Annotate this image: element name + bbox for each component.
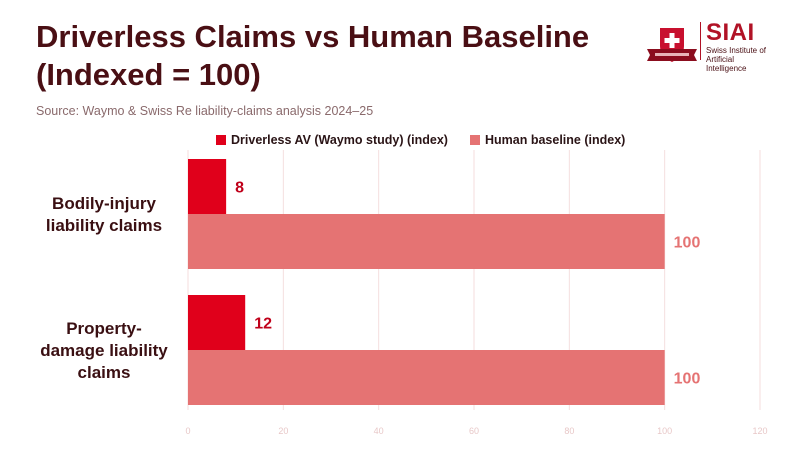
siai-logo: SIAI Swiss Institute of Artificial Intel… [646, 20, 776, 73]
x-tick-label: 0 [185, 426, 190, 436]
bar-driverless [188, 159, 227, 214]
x-tick-label: 40 [374, 426, 384, 436]
x-tick-label: 80 [564, 426, 574, 436]
chart-title: Driverless Claims vs Human Baseline (Ind… [36, 19, 590, 92]
bar-human [188, 350, 665, 405]
bar-human [188, 214, 665, 269]
x-tick-label: 100 [657, 426, 672, 436]
legend-swatch-human [470, 135, 480, 145]
data-label: 100 [674, 371, 701, 388]
x-tick-label: 60 [469, 426, 479, 436]
data-label: 100 [674, 235, 701, 252]
logo-divider [700, 22, 701, 60]
bar-driverless [188, 295, 246, 350]
category-label: Bodily-injury liability claims [46, 194, 162, 235]
legend-label-driverless: Driverless AV (Waymo study) (index) [231, 133, 448, 147]
legend-swatch-driverless [216, 135, 226, 145]
logo-subtitle-line2: Artificial Intelligence [706, 55, 747, 73]
x-tick-label: 20 [278, 426, 288, 436]
swiss-shield-icon [647, 28, 697, 62]
data-label: 8 [235, 180, 244, 197]
legend-label-human: Human baseline (index) [485, 133, 626, 147]
chart-source: Source: Waymo & Swiss Re liability-claim… [36, 104, 374, 118]
data-label: 12 [254, 316, 272, 333]
legend-item-driverless: Driverless AV (Waymo study) (index) [216, 133, 448, 147]
logo-subtitle-line1: Swiss Institute of [706, 46, 767, 55]
logo-name: SIAI [706, 19, 755, 46]
category-label: Property-damage liability claims [40, 319, 168, 382]
logo-text: SIAI Swiss Institute of Artificial Intel… [706, 19, 776, 74]
legend-item-human: Human baseline (index) [470, 133, 625, 147]
x-tick-label: 120 [752, 426, 767, 436]
